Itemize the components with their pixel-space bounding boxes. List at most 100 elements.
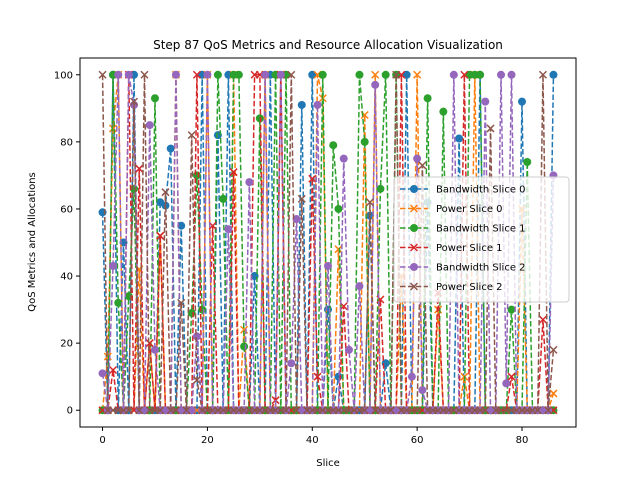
data-point [392, 70, 401, 79]
data-point [423, 94, 432, 103]
data-point [497, 70, 506, 79]
data-point [182, 406, 191, 415]
data-point [386, 406, 395, 415]
data-point [177, 298, 186, 307]
data-point [287, 70, 296, 79]
legend-marker [410, 263, 418, 271]
data-point [355, 282, 364, 291]
data-point [538, 70, 547, 79]
data-point [413, 406, 422, 415]
y-axis-label: QoS Metrics and Allocations [27, 172, 38, 312]
data-point [313, 372, 322, 381]
legend-label: Bandwidth Slice 0 [436, 185, 526, 196]
y-tick-label: 20 [60, 339, 73, 350]
legend-item-bandwidth-slice-1: Bandwidth Slice 1 [400, 224, 526, 235]
data-point [507, 305, 516, 314]
data-point [407, 372, 416, 381]
y-tick-label: 60 [60, 204, 73, 215]
data-point [150, 345, 159, 354]
data-point [171, 70, 180, 79]
data-point [344, 345, 353, 354]
y-tick-label: 0 [67, 406, 73, 417]
data-point [282, 406, 291, 415]
data-point [517, 97, 526, 106]
data-point [418, 386, 427, 395]
data-point [245, 178, 254, 187]
data-point [292, 215, 301, 224]
legend-label: Power Slice 0 [436, 204, 503, 215]
data-point [334, 204, 343, 213]
data-point [187, 406, 196, 415]
legend-marker [409, 204, 419, 213]
data-point [192, 70, 201, 79]
data-point [192, 332, 201, 341]
data-point [109, 124, 118, 133]
data-point [324, 305, 332, 314]
data-point [365, 406, 374, 415]
data-point [135, 164, 144, 173]
data-point [297, 100, 306, 109]
data-point [418, 161, 427, 170]
data-point [481, 97, 490, 106]
data-point [187, 131, 196, 140]
data-point [109, 365, 118, 375]
legend-marker [409, 282, 419, 291]
data-point [145, 121, 154, 130]
legend-box [393, 176, 570, 303]
data-point [234, 70, 243, 79]
data-point [229, 168, 238, 177]
data-point [413, 70, 422, 79]
data-point [371, 80, 380, 89]
data-point [240, 342, 249, 351]
data-point [402, 70, 411, 79]
legend-marker [410, 185, 418, 193]
data-point [145, 339, 154, 348]
legend-marker [409, 243, 419, 252]
data-point [203, 70, 212, 79]
legend-item-bandwidth-slice-0: Bandwidth Slice 0 [400, 185, 526, 196]
x-tick-label: 60 [411, 435, 424, 446]
legend-item-bandwidth-slice-2: Bandwidth Slice 2 [400, 263, 526, 274]
data-point [365, 198, 374, 207]
data-point [171, 406, 180, 415]
data-point [439, 107, 448, 116]
data-point [297, 194, 306, 203]
data-point [124, 406, 133, 415]
data-point [523, 157, 532, 166]
legend-item-power-slice-1: Power Slice 1 [400, 243, 503, 254]
data-point [507, 70, 516, 79]
data-point [360, 137, 369, 146]
data-point [507, 372, 516, 381]
data-point [371, 70, 380, 79]
data-point [161, 188, 170, 197]
data-point [156, 406, 165, 415]
data-point [213, 70, 222, 79]
data-point [324, 261, 332, 270]
series-power-slice-2 [98, 70, 558, 415]
legend-label: Bandwidth Slice 1 [436, 224, 526, 235]
data-point [140, 70, 149, 79]
legend: Bandwidth Slice 0 Power Slice 0 Bandwidth … [393, 176, 570, 303]
data-point [313, 100, 322, 109]
data-point [261, 70, 270, 79]
data-point [287, 359, 296, 368]
data-point [538, 315, 547, 324]
data-point [329, 141, 338, 150]
legend-label: Power Slice 1 [436, 243, 503, 254]
chart-title: Step 87 QoS Metrics and Resource Allocat… [153, 38, 503, 52]
y-tick-label: 100 [54, 70, 73, 81]
data-point [292, 406, 301, 415]
legend-item-power-slice-0: Power Slice 0 [400, 204, 503, 215]
data-point [376, 184, 385, 193]
legend-marker [410, 224, 418, 232]
data-point [413, 154, 422, 163]
data-point [360, 406, 369, 415]
data-point [544, 406, 553, 415]
y-tick-label: 80 [60, 137, 73, 148]
data-point [481, 406, 490, 415]
data-point [455, 134, 464, 143]
data-point [549, 70, 558, 79]
data-point [308, 174, 317, 183]
data-point [198, 305, 207, 314]
data-point [308, 70, 317, 79]
